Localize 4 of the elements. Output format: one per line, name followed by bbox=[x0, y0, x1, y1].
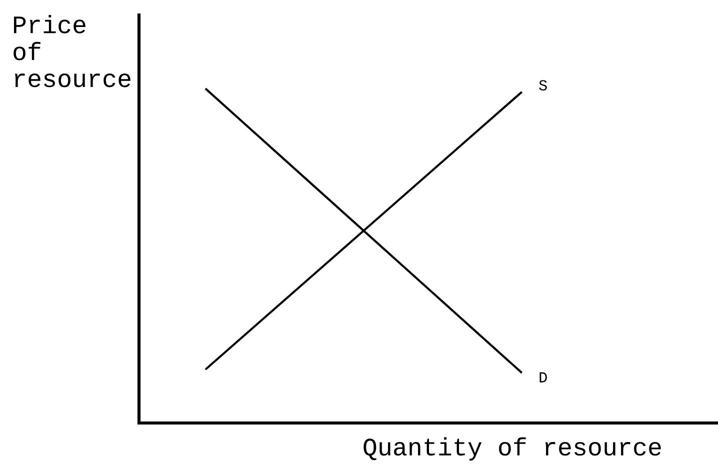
x-axis-title: Quantity of resource bbox=[364, 437, 661, 461]
series-label: D bbox=[540, 372, 547, 382]
series-label: S bbox=[539, 80, 547, 90]
y-axis-title: Price of resource bbox=[14, 15, 130, 88]
